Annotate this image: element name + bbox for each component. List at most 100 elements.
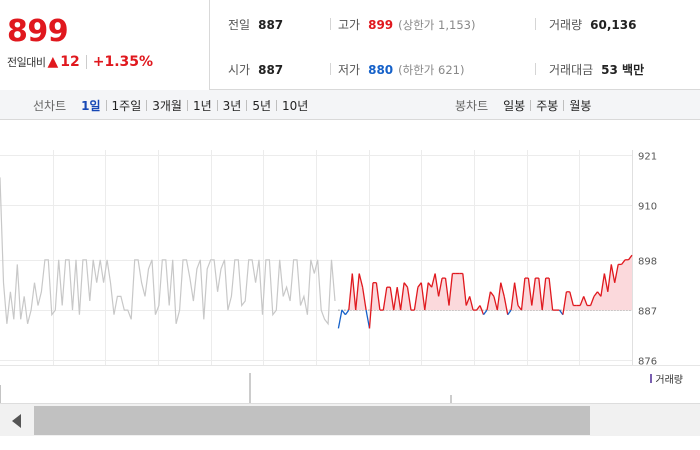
period-1y[interactable]: 1년: [192, 99, 212, 113]
today-series-segment: [431, 273, 436, 288]
today-series-segment: [348, 273, 353, 311]
period-1d[interactable]: 1일: [81, 99, 101, 113]
today-series-segment: [558, 309, 564, 316]
y-tick-label: 898: [638, 257, 657, 268]
today-series-segment: [538, 278, 543, 311]
volume-legend: 거래량: [650, 371, 683, 386]
today-series-segment: [462, 273, 467, 306]
today-series-segment: [531, 278, 536, 306]
divider: [216, 100, 218, 111]
y-tick-label: 876: [638, 357, 657, 366]
today-series-segment: [420, 282, 426, 311]
volume-swatch: [650, 374, 653, 383]
divider: [330, 18, 331, 30]
today-series-segment: [448, 273, 454, 306]
quote-header: 899 전일대비 ▲ 12 +1.35% 전일 887 고가 899 (상한가 …: [0, 0, 700, 90]
lower-limit: (하한가 621): [398, 63, 465, 77]
period-5y[interactable]: 5년: [252, 99, 272, 113]
period-10y[interactable]: 10년: [282, 99, 309, 113]
today-series-segment: [424, 282, 429, 311]
chart-period-toolbar: 선차트 1일 1주일 3개월 1년 3년 5년 10년 봉차트 일봉 주봉 월봉: [0, 90, 700, 120]
today-series-segment: [503, 296, 509, 315]
today-series-segment: [444, 278, 450, 306]
stat-label: 거래대금: [549, 63, 594, 77]
stat-value: 899: [368, 18, 394, 32]
today-series-segment: [500, 282, 505, 297]
today-series-segment: [596, 291, 602, 297]
divider: [186, 100, 188, 111]
today-series-segment: [355, 273, 360, 311]
period-3y[interactable]: 3년: [222, 99, 242, 113]
today-series-segment: [541, 278, 547, 311]
today-series-segment: [434, 273, 440, 297]
change-value: 12: [60, 54, 80, 70]
today-series-segment: [337, 309, 343, 329]
today-series-segment: [351, 273, 357, 311]
scroll-left-arrow-icon[interactable]: [6, 412, 26, 430]
current-price: 899: [7, 14, 69, 49]
volume-legend-label: 거래량: [655, 375, 683, 386]
stat-value: 53 백만: [601, 63, 645, 77]
today-series-segment: [593, 291, 599, 297]
divider: [530, 100, 532, 111]
divider: [246, 100, 248, 111]
today-series-segment: [493, 296, 498, 311]
divider: [535, 63, 536, 75]
today-series-segment: [614, 264, 619, 283]
period-3m[interactable]: 3개월: [152, 99, 182, 113]
today-series-segment: [510, 282, 516, 311]
today-series-segment: [507, 309, 512, 316]
today-series-segment: [513, 282, 519, 306]
divider: [146, 100, 148, 111]
today-series-segment: [527, 278, 533, 306]
stat-value: 887: [258, 63, 284, 77]
today-series-segment: [341, 309, 346, 316]
horizontal-scrollbar[interactable]: [0, 403, 700, 436]
today-series-segment: [496, 282, 502, 311]
divider: [535, 18, 536, 30]
today-series-segment: [413, 287, 419, 311]
line-chart-options: 선차트 1일 1주일 3개월 1년 3년 5년 10년: [33, 97, 313, 114]
today-series-segment: [548, 278, 554, 311]
candle-weekly[interactable]: 주봉: [536, 99, 559, 113]
stat-high: 고가 899 (상한가 1,153): [338, 16, 475, 33]
candle-daily[interactable]: 일봉: [503, 99, 526, 113]
stat-prev-close: 전일 887: [228, 16, 283, 33]
today-series-segment: [375, 282, 381, 311]
today-series-segment: [403, 282, 409, 288]
today-series-segment: [627, 254, 633, 261]
stat-value: 60,136: [590, 18, 637, 32]
scroll-thumb[interactable]: [34, 406, 590, 435]
today-series-segment: [610, 264, 616, 283]
today-series-segment: [600, 273, 606, 297]
stat-value: 887: [258, 18, 284, 32]
volume-chart: [0, 365, 700, 403]
divider: [85, 55, 87, 69]
today-series-segment: [399, 282, 405, 311]
candle-chart-options: 봉차트 일봉 주봉 월봉: [455, 97, 596, 114]
stat-trade-amount: 거래대금 53 백만: [549, 61, 644, 78]
period-1w[interactable]: 1주일: [111, 99, 142, 113]
today-series-segment: [579, 296, 585, 306]
divider: [276, 100, 278, 111]
candle-monthly[interactable]: 월봉: [569, 99, 592, 113]
today-series-segment: [607, 264, 612, 292]
today-series-segment: [344, 309, 350, 316]
today-series-segment: [603, 273, 609, 292]
stat-label: 시가: [228, 63, 251, 77]
divider: [105, 100, 107, 111]
today-series-segment: [520, 278, 526, 311]
today-series-segment: [389, 287, 395, 311]
today-series-segment: [406, 287, 412, 311]
stat-label: 거래량: [549, 18, 583, 32]
stat-label: 전일: [228, 18, 251, 32]
y-tick-label: 921: [638, 152, 657, 163]
today-series-segment: [393, 287, 398, 311]
stat-low: 저가 880 (하한가 621): [338, 61, 464, 78]
today-series-segment: [358, 273, 364, 288]
today-series-segment: [517, 305, 523, 311]
today-series-segment: [569, 291, 574, 306]
stat-label: 고가: [338, 18, 361, 32]
today-series-segment: [382, 287, 388, 311]
today-series-segment: [437, 277, 443, 297]
